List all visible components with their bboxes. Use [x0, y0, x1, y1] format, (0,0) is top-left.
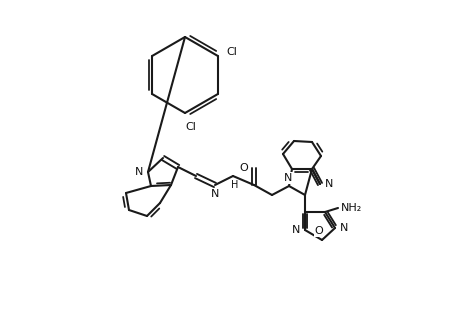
- Text: N: N: [284, 173, 292, 183]
- Text: N: N: [292, 225, 300, 235]
- Text: N: N: [135, 167, 143, 177]
- Text: H: H: [231, 180, 239, 190]
- Text: N: N: [325, 179, 333, 189]
- Text: NH₂: NH₂: [340, 203, 362, 213]
- Text: Cl: Cl: [226, 47, 237, 57]
- Text: O: O: [315, 226, 323, 236]
- Text: Cl: Cl: [185, 122, 197, 132]
- Text: N: N: [211, 189, 219, 199]
- Text: O: O: [240, 163, 248, 173]
- Text: N: N: [340, 223, 348, 233]
